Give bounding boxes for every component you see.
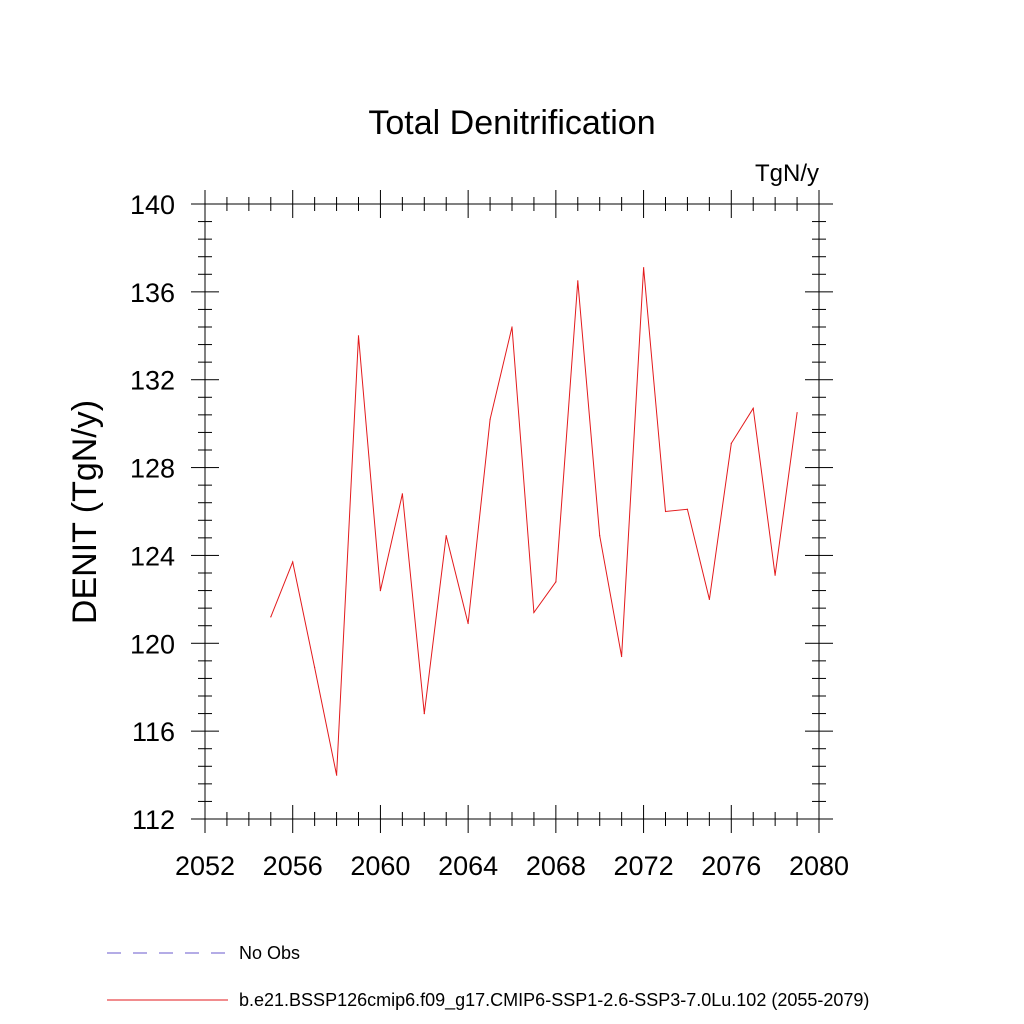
data-point xyxy=(555,581,557,583)
legend: No Obs b.e21.BSSP126cmip6.f09_g17.CMIP6-S… xyxy=(107,943,869,1011)
x-tick-label: 2052 xyxy=(175,851,235,881)
data-point xyxy=(336,774,338,776)
y-tick-label: 136 xyxy=(130,278,175,308)
data-point xyxy=(752,407,754,409)
series-line-0 xyxy=(270,267,798,776)
y-tick-label: 112 xyxy=(132,805,175,835)
y-tick-label: 128 xyxy=(130,454,175,484)
data-point xyxy=(796,412,798,414)
data-point xyxy=(379,590,381,592)
y-tick-label: 120 xyxy=(130,629,175,659)
data-point xyxy=(621,655,623,658)
data-point xyxy=(292,561,294,563)
legend-label-1: b.e21.BSSP126cmip6.f09_g17.CMIP6-SSP1-2.… xyxy=(239,990,869,1011)
x-tick-label: 2068 xyxy=(526,851,586,881)
x-tick-label: 2080 xyxy=(789,851,849,881)
y-tick-label: 132 xyxy=(130,366,175,396)
data-point xyxy=(357,335,360,337)
x-tick-label: 2064 xyxy=(438,851,498,881)
series-layer xyxy=(270,267,798,776)
data-point xyxy=(423,713,425,715)
x-tick-label: 2060 xyxy=(350,851,410,881)
data-point xyxy=(445,535,447,537)
data-point xyxy=(270,616,272,618)
data-point xyxy=(401,493,403,495)
data-point xyxy=(577,280,579,282)
legend-label-0: No Obs xyxy=(239,943,300,963)
data-point xyxy=(730,442,732,444)
data-point xyxy=(664,510,667,513)
data-point xyxy=(314,666,316,669)
y-tick-label: 124 xyxy=(130,541,175,571)
y-axis-label: DENIT (TgN/y) xyxy=(66,400,104,624)
x-tick-label: 2076 xyxy=(701,851,761,881)
data-point xyxy=(511,326,513,328)
units-label: TgN/y xyxy=(755,160,819,187)
y-tick-label: 116 xyxy=(132,717,175,747)
data-point xyxy=(686,508,689,510)
data-point xyxy=(643,267,645,269)
data-point xyxy=(533,611,535,614)
data-point xyxy=(774,574,776,576)
y-axis: 112 116 120 124 128 132 136 140 xyxy=(130,190,833,835)
x-tick-label: 2056 xyxy=(263,851,323,881)
x-axis: 2052 2056 2060 2064 2068 2072 2076 2080 xyxy=(175,190,849,881)
data-point xyxy=(489,418,491,420)
chart-title: Total Denitrification xyxy=(368,104,655,142)
y-tick-label: 140 xyxy=(130,190,175,220)
plot-frame xyxy=(204,203,820,820)
data-point xyxy=(599,535,601,537)
x-tick-label: 2072 xyxy=(614,851,674,881)
data-point xyxy=(467,622,469,625)
data-point xyxy=(708,598,711,601)
